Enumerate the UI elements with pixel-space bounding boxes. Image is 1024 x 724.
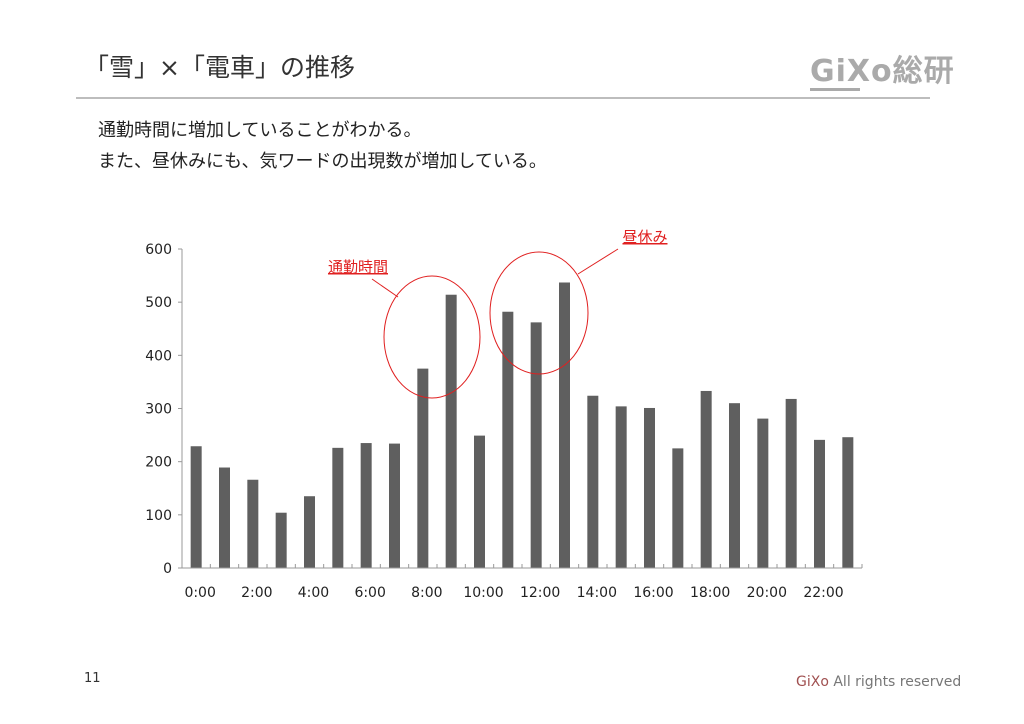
y-tick-label: 600 [145, 242, 172, 258]
bar-2:00 [247, 479, 259, 568]
page-title: 「雪」×「電車」の推移 [84, 53, 355, 82]
bar-19:00 [729, 403, 740, 568]
bar-8:00 [417, 368, 429, 568]
bar-16:00 [644, 407, 655, 568]
gixo-logo: GiXo総研 [810, 54, 955, 89]
x-tick-label: 10:00 [463, 585, 503, 601]
body-line-2: また、昼休みにも、気ワードの出現数が増加している。 [98, 151, 547, 172]
y-tick-label: 500 [145, 295, 172, 311]
bar-22:00 [814, 439, 825, 568]
lunch-label: 昼休み [622, 228, 667, 246]
footer-rights: All rights reserved [828, 674, 962, 690]
x-tick-label: 2:00 [241, 585, 272, 601]
bar-3:00 [275, 512, 287, 568]
bar-18:00 [700, 390, 712, 568]
bar-4:00 [304, 496, 315, 568]
bar-6:00 [360, 443, 372, 568]
bar-14:00 [587, 395, 599, 568]
x-tick-label: 22:00 [803, 585, 843, 601]
x-tick-label: 6:00 [354, 585, 385, 601]
bar-0:00 [190, 446, 202, 568]
commute-leader-line [371, 278, 399, 298]
footer-brand: GiXo [796, 674, 829, 690]
y-tick-label: 400 [145, 348, 172, 364]
bar-10:00 [474, 435, 485, 568]
x-tick-label: 8:00 [411, 585, 442, 601]
title-divider [76, 97, 930, 99]
bar-12:00 [530, 322, 542, 568]
bar-23:00 [842, 437, 854, 568]
bar-7:00 [389, 443, 400, 568]
x-tick-label: 20:00 [747, 585, 787, 601]
bar-9:00 [445, 294, 457, 568]
commute-label: 通勤時間 [328, 258, 388, 276]
y-tick-label: 100 [145, 508, 172, 524]
x-tick-label: 18:00 [690, 585, 730, 601]
x-tick-label: 16:00 [633, 585, 673, 601]
logo-underline [810, 88, 860, 91]
bar-13:00 [559, 282, 570, 568]
x-tick-label: 4:00 [298, 585, 329, 601]
bar-15:00 [615, 406, 627, 568]
commute-ellipse [383, 275, 481, 399]
y-tick-label: 300 [145, 402, 172, 418]
lunch-ellipse [489, 251, 589, 375]
bar-1:00 [219, 467, 230, 568]
y-tick-label: 200 [145, 455, 172, 471]
x-tick-label: 12:00 [520, 585, 560, 601]
bar-11:00 [502, 311, 514, 568]
body-line-1: 通勤時間に増加していることがわかる。 [98, 120, 422, 141]
bar-20:00 [757, 418, 769, 568]
bar-21:00 [785, 398, 797, 568]
x-tick-label: 0:00 [184, 585, 215, 601]
page-number: 11 [84, 671, 101, 686]
lunch-leader-line [577, 248, 619, 275]
y-tick-label: 0 [163, 561, 172, 577]
bar-5:00 [332, 447, 344, 568]
copyright: GiXo All rights reserved [796, 674, 961, 690]
bar-17:00 [672, 448, 684, 568]
x-tick-label: 14:00 [577, 585, 617, 601]
